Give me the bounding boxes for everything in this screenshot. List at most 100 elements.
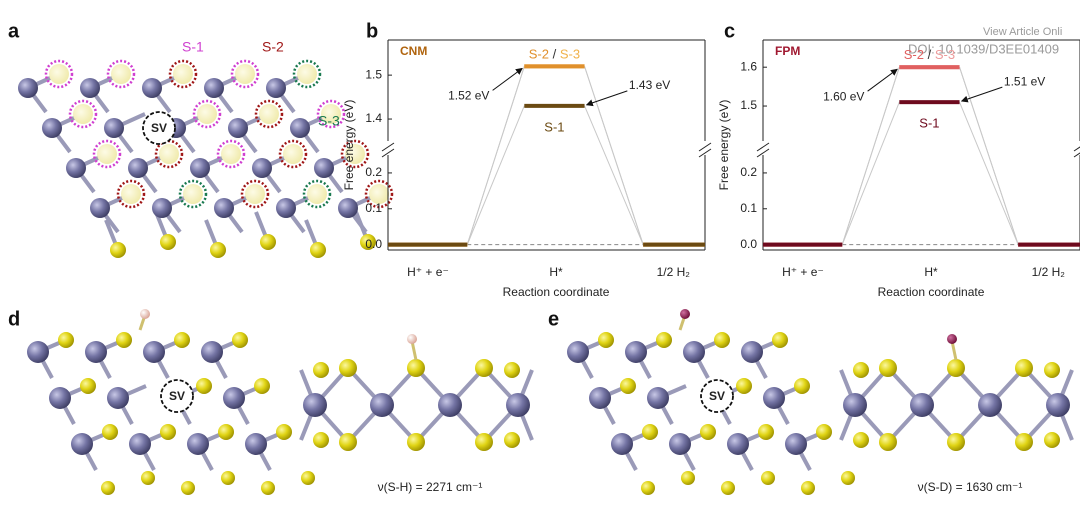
series-label: S-2 / S-3: [904, 48, 955, 63]
vacancy-label: SV: [151, 121, 167, 135]
atom: [1015, 433, 1033, 451]
panel-letter: c: [724, 20, 735, 42]
y-tick-label: 1.4: [365, 111, 382, 125]
atom: [228, 118, 248, 138]
connector: [841, 101, 900, 245]
atom: [142, 78, 162, 98]
atom: [314, 158, 334, 178]
atom: [190, 158, 210, 178]
atom: [66, 158, 86, 178]
arrow: [960, 86, 1003, 103]
atom: [647, 387, 669, 409]
connector: [466, 66, 525, 245]
bond: [950, 340, 958, 361]
site-marker: [292, 59, 322, 89]
panel-letter: b: [366, 20, 378, 42]
atom: [152, 198, 172, 218]
panel-letter: d: [8, 308, 20, 330]
atom: [841, 471, 855, 485]
atom: [303, 393, 327, 417]
x-tick-label: 1/2 H₂: [1032, 265, 1066, 279]
atom: [187, 433, 209, 455]
atom: [58, 332, 74, 348]
atom: [1015, 359, 1033, 377]
atom: [261, 481, 275, 495]
watermark: View Article Onli: [983, 26, 1062, 38]
atom: [1044, 432, 1060, 448]
y-tick-label: 0.0: [740, 237, 757, 251]
atom: [879, 359, 897, 377]
atom: [301, 471, 315, 485]
structures: SV S-1 S-2 S-3 SV ν(S-H) = 2271 cm⁻¹ SV ν(S-D) …: [18, 39, 1074, 495]
y-tick-label: 1.5: [740, 98, 757, 112]
atom: [947, 359, 965, 377]
x-tick-label: 1/2 H₂: [657, 265, 691, 279]
separator: /: [549, 47, 560, 62]
site-label: S-2: [262, 39, 284, 55]
atom: [159, 144, 179, 164]
x-tick-label: H*: [549, 265, 563, 279]
series-label: S-3: [560, 47, 580, 62]
atom: [310, 242, 326, 258]
atom: [121, 184, 141, 204]
atom: [73, 104, 93, 124]
connector: [959, 101, 1019, 245]
atom: [252, 158, 272, 178]
atom: [80, 78, 100, 98]
connector: [584, 105, 644, 245]
energy-level: [524, 64, 585, 69]
atom: [80, 378, 96, 394]
site-marker: [44, 59, 74, 89]
atom: [97, 144, 117, 164]
atom: [641, 481, 655, 495]
site-marker: [178, 179, 208, 209]
atom: [475, 433, 493, 451]
atom: [407, 334, 417, 344]
vibration-caption: ν(S-D) = 1630 cm⁻¹: [918, 480, 1023, 494]
atom: [669, 433, 691, 455]
atom: [853, 362, 869, 378]
atom: [504, 362, 520, 378]
atom: [143, 341, 165, 363]
atom: [369, 184, 389, 204]
atom: [620, 378, 636, 394]
energy-level: [524, 103, 585, 108]
atom: [140, 309, 150, 319]
chart-title: FPM: [775, 44, 800, 58]
value-label: 1.51 eV: [1004, 74, 1045, 88]
charts: 0.0 0.1 0.2 1.4 1.5 Free energy (eV) CNM Reacti…: [342, 39, 1080, 299]
atom: [266, 78, 286, 98]
atom: [174, 332, 190, 348]
vacancy-marker: [700, 379, 734, 413]
atom: [181, 481, 195, 495]
y-tick-label: 0.1: [740, 201, 757, 215]
atom: [700, 424, 716, 440]
atom: [173, 64, 193, 84]
atom: [801, 481, 815, 495]
axis-break: [381, 142, 395, 152]
atom: [772, 332, 788, 348]
atom: [104, 118, 124, 138]
site-label: S-1: [182, 39, 204, 55]
atom: [567, 341, 589, 363]
x-tick-label: H*: [924, 265, 938, 279]
atom: [204, 78, 224, 98]
atom: [297, 64, 317, 84]
atom: [879, 433, 897, 451]
atom: [475, 359, 493, 377]
atom: [407, 359, 425, 377]
value-label: 1.60 eV: [823, 89, 864, 103]
atom: [506, 393, 530, 417]
atom: [197, 104, 217, 124]
atom: [259, 104, 279, 124]
energy-level: [1018, 242, 1080, 247]
atom: [407, 433, 425, 451]
site-marker: [254, 99, 284, 129]
axis-break: [381, 148, 395, 158]
y-tick-label: 0.1: [365, 201, 382, 215]
site-marker: [92, 139, 122, 169]
atom: [49, 387, 71, 409]
atom: [438, 393, 462, 417]
atom: [245, 184, 265, 204]
